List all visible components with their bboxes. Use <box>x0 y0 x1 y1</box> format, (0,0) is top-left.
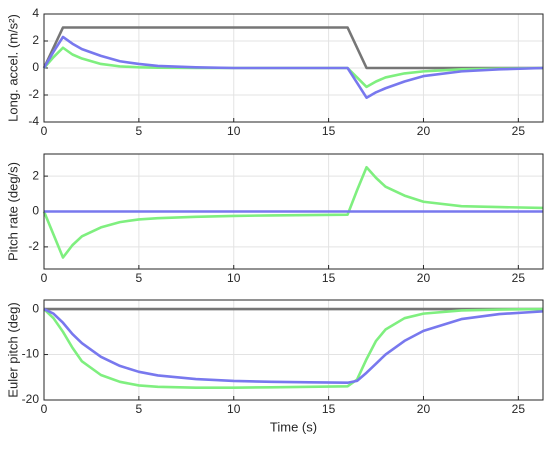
data-line <box>43 307 544 385</box>
axes-box <box>43 153 544 270</box>
x-tick-label: 20 <box>417 271 431 285</box>
y-tick-label: 0 <box>32 60 39 74</box>
x-tick-label: 10 <box>227 402 241 416</box>
y-tick-label: 4 <box>32 6 39 20</box>
y-tick-label: -4 <box>28 114 39 128</box>
y-tick-label: 0 <box>32 204 39 218</box>
x-tick-label: 20 <box>417 402 431 416</box>
y-axis-label: Pitch rate (deg/s) <box>5 162 20 261</box>
x-tick-label: 5 <box>136 124 143 138</box>
x-tick-label: 25 <box>512 402 526 416</box>
y-tick-label: 2 <box>32 33 39 47</box>
x-tick-label: 10 <box>227 271 241 285</box>
x-tick-label: 20 <box>417 124 431 138</box>
y-tick-label: 2 <box>32 168 39 182</box>
axes-box <box>43 13 544 123</box>
x-tick-label: 5 <box>136 271 143 285</box>
x-tick-label: 0 <box>41 124 48 138</box>
plot-area <box>44 300 543 400</box>
y-axis-label: Long. accel. (m/s²) <box>5 14 20 122</box>
x-tick-label: 5 <box>136 402 143 416</box>
y-tick-label: -2 <box>28 87 39 101</box>
data-line <box>42 35 544 99</box>
data-line <box>42 26 543 70</box>
x-axis-label: Time (s) <box>270 419 317 434</box>
y-axis-label: Euler pitch (deg) <box>5 302 20 397</box>
y-tick-label: -2 <box>28 239 39 253</box>
x-tick-label: 15 <box>322 271 336 285</box>
x-tick-label: 15 <box>322 124 336 138</box>
x-tick-label: 25 <box>512 124 526 138</box>
data-line <box>42 165 544 259</box>
axes-box <box>43 299 544 401</box>
y-tick-label: -20 <box>22 392 40 406</box>
x-tick-label: 15 <box>322 402 336 416</box>
y-tick-label: -10 <box>22 347 40 361</box>
x-tick-label: 25 <box>512 271 526 285</box>
x-tick-label: 0 <box>41 402 48 416</box>
x-tick-label: 0 <box>41 271 48 285</box>
y-tick-label: 0 <box>32 301 39 315</box>
data-line <box>43 307 544 390</box>
x-tick-label: 10 <box>227 124 241 138</box>
